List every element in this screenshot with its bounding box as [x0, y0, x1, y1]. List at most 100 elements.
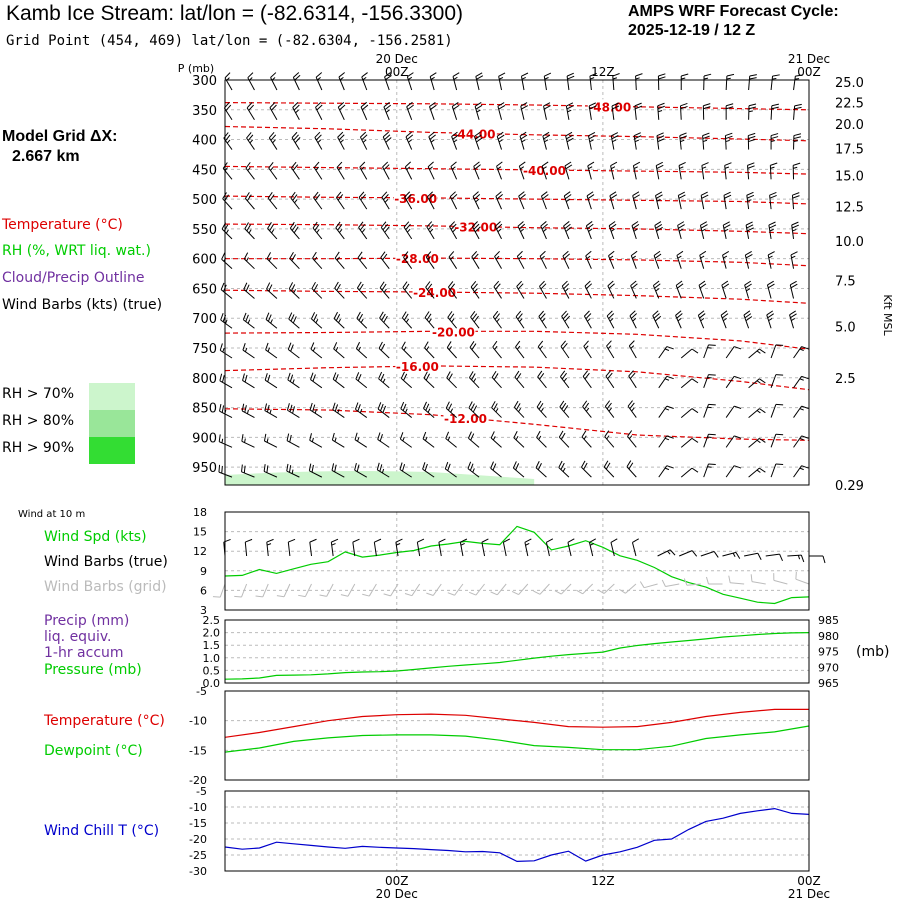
cross-section-wind-barb-feather [698, 310, 705, 316]
cross-section-wind-barb-feather [452, 101, 459, 107]
cross-section-wind-barb-shaft [223, 107, 233, 121]
cross-section-wind-barb-feather [560, 340, 567, 347]
cross-section-wind-barb-feather [563, 221, 570, 227]
cross-section-wind-barb-feather [474, 226, 481, 233]
wind-barb-grid [255, 583, 269, 598]
cross-section-wind-barb [242, 343, 255, 359]
cross-section-wind-barb-feather [628, 370, 634, 377]
cross-section-wind-barb-half-feather [680, 139, 685, 143]
cross-section-wind-barb-feather [655, 191, 663, 196]
legend-rh: RH (%, WRT liq. wat.) [2, 243, 151, 259]
cross-section-wind-barb-feather [313, 314, 318, 322]
cross-section-wind-barb-half-feather [563, 377, 568, 382]
cross-section-wind-barb-shaft [655, 165, 660, 180]
cross-section-wind-barb [560, 340, 570, 359]
cross-section-wind-barb-feather [424, 341, 429, 349]
cross-section-wind-barb-half-feather [520, 228, 525, 233]
cross-section-wind-barb-feather [630, 280, 637, 287]
cross-section-wind-barb [791, 192, 800, 210]
cross-section-wind-barb [469, 341, 480, 359]
cross-section-wind-barb [449, 221, 458, 240]
wind-barb-grid-feather [597, 589, 605, 594]
cross-section-wind-barb-shaft [767, 254, 772, 269]
cross-section-wind-barb-half-feather [339, 76, 344, 81]
cross-section-wind-barb-half-feather [725, 139, 730, 143]
cross-section-wind-barb-shaft [541, 165, 547, 180]
cross-section-wind-barb-half-feather [756, 469, 761, 473]
cross-section-wind-barb [310, 372, 323, 389]
cross-section-wind-barb-feather [630, 313, 637, 319]
cross-section-wind-barb-shaft [401, 347, 413, 359]
cross-section-wind-barb-half-feather [538, 435, 542, 440]
cross-section-wind-barb-half-feather [314, 256, 318, 261]
cross-section-wind-barb-feather [627, 400, 633, 407]
cross-section-wind-barb-half-feather [361, 228, 366, 233]
cross-section-wind-barb-feather [775, 374, 784, 376]
wind-barb-grid-shaft [390, 583, 399, 597]
cross-section-wind-barb-feather [449, 191, 456, 198]
cross-section-wind-barb-feather [403, 373, 408, 381]
cross-section-wind-barb-feather [264, 403, 268, 411]
cross-section-wind-barb [675, 280, 684, 299]
cross-section-wind-barb-shaft [220, 289, 233, 299]
cross-section-wind-barb-feather [379, 434, 383, 442]
cross-section-wind-barb-feather [734, 435, 742, 439]
cross-section-wind-barb-feather [287, 372, 291, 381]
cross-section-wind-barb-feather [382, 161, 389, 168]
cross-section-wind-barb-shaft [493, 286, 502, 299]
cross-section-wind-barb [725, 375, 742, 389]
cross-section-wind-barb-shaft [220, 319, 233, 329]
cross-section-wind-barb-feather [561, 372, 567, 380]
cross-section-wind-barb [224, 72, 233, 91]
pressure-tick-label: 400 [192, 134, 217, 149]
cross-section-wind-barb [540, 191, 549, 210]
cross-section-wind-barb [725, 346, 742, 359]
cross-section-wind-barb-feather [292, 194, 298, 201]
wind-barb-grid-feather [705, 576, 709, 585]
cross-section-wind-barb-feather [314, 131, 321, 138]
cross-section-wind-barb-half-feather [520, 166, 525, 170]
cross-section-wind-barb-half-feather [335, 346, 339, 352]
cross-section-wind-barb-half-feather [339, 229, 343, 233]
cross-section-wind-barb-feather [429, 101, 436, 107]
cross-section-wind-barb [292, 72, 301, 91]
cross-section-wind-barb [452, 72, 460, 91]
cross-section-wind-barb-feather [406, 101, 413, 108]
cross-section-wind-barb-feather [564, 315, 571, 322]
cross-section-wind-barb-half-feather [382, 378, 386, 383]
wind-barb-true [765, 553, 783, 562]
cross-section-wind-barb-shaft [744, 284, 750, 299]
height-axis-title: Kft MSL [881, 294, 894, 336]
cross-section-wind-barb-feather [630, 250, 638, 257]
cross-section-wind-barb-feather [681, 73, 689, 77]
cross-section-wind-barb-feather [242, 312, 247, 320]
wind-barb-true [309, 538, 317, 557]
cross-section-wind-barb-shaft [221, 228, 233, 240]
wind-barb-grid [298, 583, 312, 598]
pressure-tick-label: 700 [192, 312, 217, 327]
cross-section-wind-barb-shaft [429, 106, 435, 120]
cross-section-wind-barb-feather [335, 374, 339, 382]
cross-section-wind-barb-half-feather [723, 255, 728, 259]
cross-section-wind-barb-shaft [581, 466, 592, 478]
cross-section-wind-barb-half-feather [724, 228, 729, 232]
cross-section-wind-barb-shaft [403, 226, 413, 240]
cross-section-wind-barb-feather [289, 404, 293, 412]
cross-section-wind-barb-feather [629, 372, 636, 379]
cross-section-wind-barb-feather [775, 433, 784, 436]
cross-section-wind-barb-feather [384, 72, 391, 78]
cross-section-wind-barb-shaft [793, 76, 796, 91]
wind-barb-grid-feather [619, 588, 626, 594]
cross-section-wind-barb-feather [536, 400, 542, 408]
cross-section-wind-barb-shaft [583, 315, 592, 329]
cross-section-wind-barb-shaft [748, 408, 760, 418]
cross-section-wind-barb-shaft [264, 379, 278, 389]
cross-section-wind-barb-shaft [536, 406, 547, 418]
wind-barb-grid [554, 583, 572, 595]
cross-section-wind-barb-feather [356, 281, 362, 289]
cross-section-wind-barb-feather [358, 221, 364, 228]
cross-section-wind-barb-feather [468, 401, 473, 409]
forecast-cycle-label: AMPS WRF Forecast Cycle: [628, 3, 839, 20]
cross-section-wind-barb [468, 401, 480, 418]
cross-section-wind-barb-half-feather [246, 257, 249, 262]
